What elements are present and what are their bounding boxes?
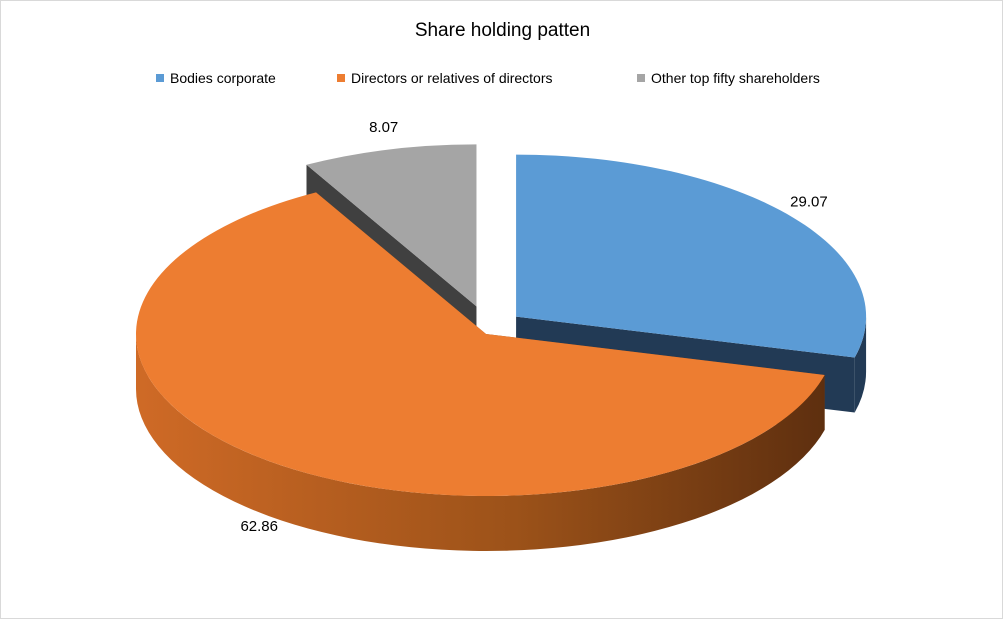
legend-label: Other top fifty shareholders bbox=[651, 70, 820, 86]
legend-label: Directors or relatives of directors bbox=[351, 70, 553, 86]
legend-item-directors: Directors or relatives of directors bbox=[337, 68, 553, 88]
legend-swatch bbox=[637, 74, 645, 82]
slice-wall-directors-or-relatives-of-directors-0 bbox=[136, 334, 825, 552]
legend-swatch bbox=[156, 74, 164, 82]
legend: Bodies corporate Directors or relatives … bbox=[1, 68, 1003, 90]
data-label-other-top-fifty: 8.07 bbox=[369, 119, 398, 136]
chart-title: Share holding patten bbox=[414, 20, 591, 41]
slice-top-directors-or-relatives-of-directors bbox=[136, 192, 825, 496]
legend-item-other-top-fifty: Other top fifty shareholders bbox=[637, 68, 820, 88]
data-label-directors: 62.86 bbox=[240, 518, 278, 535]
legend-label: Bodies corporate bbox=[170, 70, 276, 86]
slice-top-other-top-fifty-shareholders bbox=[306, 144, 477, 307]
slices-layer bbox=[136, 144, 867, 552]
legend-item-bodies-corporate: Bodies corporate bbox=[156, 68, 276, 88]
data-label-bodies-corporate: 29.07 bbox=[790, 194, 828, 211]
slice-wall-bodies-corporate-0 bbox=[854, 316, 867, 413]
slice-top-bodies-corporate bbox=[516, 154, 867, 358]
legend-swatch bbox=[337, 74, 345, 82]
